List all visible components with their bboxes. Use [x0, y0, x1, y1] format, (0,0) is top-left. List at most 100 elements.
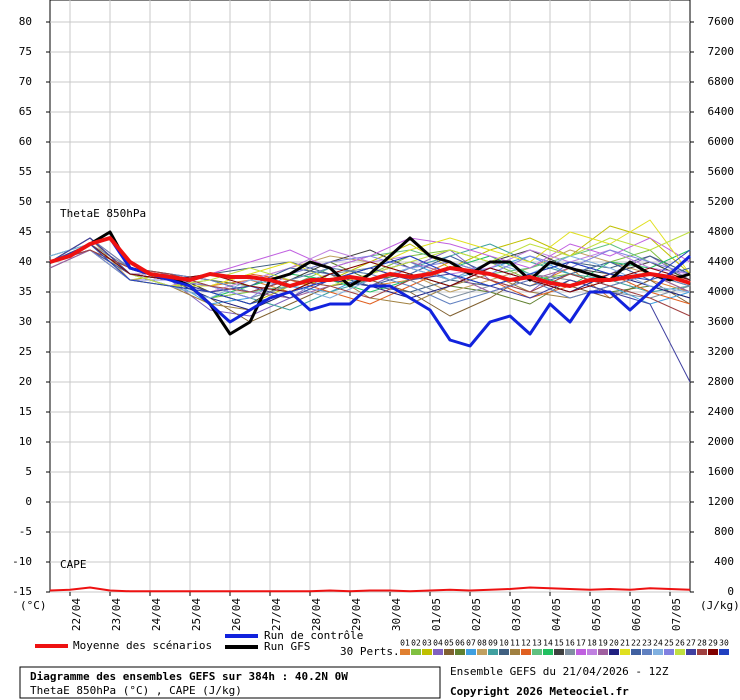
- y2-tick-label: 6000: [708, 135, 735, 148]
- legend-label: 02: [411, 639, 421, 648]
- legend-swatch: [444, 649, 454, 655]
- y-tick-label: 40: [19, 255, 32, 268]
- y2-tick-label: 2400: [708, 405, 735, 418]
- y-tick-label: -10: [12, 555, 32, 568]
- y-tick-label: 35: [19, 285, 32, 298]
- y2-tick-label: 1200: [708, 495, 735, 508]
- legend-label: 16: [565, 639, 575, 648]
- x-tick-label: 23/04: [110, 598, 123, 631]
- y-tick-label: 45: [19, 225, 32, 238]
- y2-tick-label: 6800: [708, 75, 735, 88]
- legend-label: 27: [686, 639, 696, 648]
- y-tick-label: -5: [19, 525, 32, 538]
- y2-tick-label: 5200: [708, 195, 735, 208]
- legend-swatch: [609, 649, 619, 655]
- x-tick-label: 07/05: [670, 598, 683, 631]
- y2-tick-label: 400: [714, 555, 734, 568]
- lines: [49, 219, 692, 593]
- legend-label: 04: [433, 639, 443, 648]
- perturbations-label: 30 Perts.: [340, 645, 400, 658]
- legend-swatch: [598, 649, 608, 655]
- legend-swatch: [521, 649, 531, 655]
- series-line: [49, 586, 691, 593]
- legend-label: 29: [708, 639, 718, 648]
- legend-swatch: [620, 649, 630, 655]
- legend-swatch: [664, 649, 674, 655]
- legend-swatch: [554, 649, 564, 655]
- legend-label: 26: [675, 639, 685, 648]
- y2-tick-label: 7200: [708, 45, 735, 58]
- y-tick-label: -15: [12, 585, 32, 598]
- y-tick-label: 0: [25, 495, 32, 508]
- x-tick-label: 30/04: [390, 598, 403, 631]
- legend-swatch: [708, 649, 718, 655]
- legend-swatch: [686, 649, 696, 655]
- legend-swatch: [422, 649, 432, 655]
- legend-label: 07: [466, 639, 476, 648]
- legend-label: 23: [642, 639, 652, 648]
- legend-label: 24: [653, 639, 663, 648]
- footer-subtitle: ThetaE 850hPa (°C) , CAPE (J/kg): [30, 684, 242, 697]
- y2-axis-label: (J/kg): [700, 599, 740, 612]
- legend-label: 21: [620, 639, 630, 648]
- y2-tick-label: 6400: [708, 105, 735, 118]
- y2-tick-label: 4400: [708, 255, 735, 268]
- legend-swatch: [455, 649, 465, 655]
- legend-label: 12: [521, 639, 531, 648]
- annotation: ThetaE 850hPa: [60, 207, 146, 220]
- plot-frame: [49, 0, 691, 593]
- legend-label: 03: [422, 639, 432, 648]
- y-tick-label: 15: [19, 405, 32, 418]
- legend-label: 09: [488, 639, 498, 648]
- legend-label: 08: [477, 639, 487, 648]
- y-tick-label: 70: [19, 75, 32, 88]
- y-tick-label: 30: [19, 315, 32, 328]
- perturbation-line: [49, 249, 691, 317]
- legend-label: 05: [444, 639, 454, 648]
- footer-copyright: Copyright 2026 Meteociel.fr: [450, 685, 629, 698]
- legend-label: 06: [455, 639, 465, 648]
- x-tick-label: 27/04: [270, 598, 283, 631]
- legend-label: 22: [631, 639, 641, 648]
- legend-swatch: [675, 649, 685, 655]
- y-tick-label: 25: [19, 345, 32, 358]
- footer-title: Diagramme des ensembles GEFS sur 384h : …: [30, 670, 348, 683]
- x-tick-label: 02/05: [470, 598, 483, 631]
- legend-label: 28: [697, 639, 707, 648]
- legend-swatch: [543, 649, 553, 655]
- legend-label: 14: [543, 639, 553, 648]
- legend-swatch: [653, 649, 663, 655]
- legend-swatch: [477, 649, 487, 655]
- y2-tick-label: 4000: [708, 285, 735, 298]
- y2-tick-label: 2000: [708, 435, 735, 448]
- legend-swatch: [488, 649, 498, 655]
- perturbation-line: [49, 249, 691, 299]
- legend-swatch: [433, 649, 443, 655]
- legend-label: 19: [598, 639, 608, 648]
- legend-label: 18: [587, 639, 597, 648]
- x-tick-label: 28/04: [310, 598, 323, 631]
- legend-label: 25: [664, 639, 674, 648]
- annotation: CAPE: [60, 558, 87, 571]
- x-tick-label: 05/05: [590, 598, 603, 631]
- legend-label: Run GFS: [264, 640, 310, 653]
- legend-label: 10: [499, 639, 509, 648]
- series-line: [49, 236, 691, 288]
- y2-tick-label: 3600: [708, 315, 735, 328]
- legend-label: Moyenne des scénarios: [73, 639, 212, 652]
- y2-tick-label: 4800: [708, 225, 735, 238]
- labels: ThetaE 850hPa CAPE (°C) (J/kg) 30 Perts.…: [12, 15, 740, 699]
- legend-swatch: [411, 649, 421, 655]
- legend-label: Run de contrôle: [264, 629, 363, 642]
- legend-swatch: [499, 649, 509, 655]
- x-tick-label: 24/04: [150, 598, 163, 631]
- legend-label: 30: [719, 639, 729, 648]
- y-tick-label: 60: [19, 135, 32, 148]
- legend-swatch: [719, 649, 729, 655]
- y2-tick-label: 0: [727, 585, 734, 598]
- legend-label: 11: [510, 639, 520, 648]
- legend-label: 15: [554, 639, 564, 648]
- y-tick-label: 20: [19, 375, 32, 388]
- legend-swatch: [532, 649, 542, 655]
- legend-label: 13: [532, 639, 542, 648]
